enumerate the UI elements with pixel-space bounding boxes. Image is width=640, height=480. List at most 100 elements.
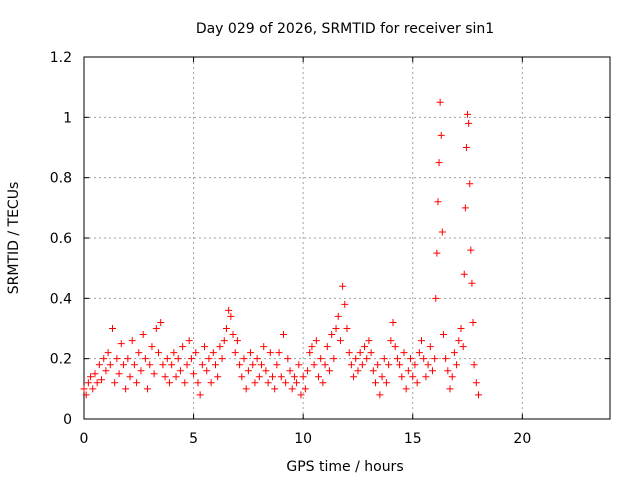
y-tick-label: 0.2 (50, 352, 72, 368)
data-point (330, 355, 338, 363)
y-tick-label: 0.6 (50, 231, 72, 247)
data-point (428, 367, 436, 375)
data-point (365, 337, 373, 345)
data-point (111, 379, 119, 387)
data-point (301, 385, 309, 393)
data-point (216, 343, 224, 351)
data-point (115, 370, 123, 378)
data-point (104, 349, 112, 357)
data-point (100, 355, 108, 363)
data-point (442, 355, 450, 363)
data-point (80, 385, 88, 393)
data-point (128, 337, 136, 345)
data-point (183, 361, 191, 369)
data-point (117, 340, 125, 348)
data-point (89, 385, 97, 393)
data-point (240, 355, 248, 363)
data-point (139, 331, 147, 339)
data-point (284, 355, 292, 363)
data-point (389, 318, 397, 326)
data-point (268, 373, 276, 381)
data-point (461, 204, 469, 212)
data-point (385, 361, 393, 369)
data-point (393, 355, 401, 363)
data-point (437, 131, 445, 139)
data-point (124, 355, 132, 363)
data-point (308, 343, 316, 351)
data-point (465, 119, 473, 127)
data-point (119, 361, 127, 369)
data-point (450, 349, 458, 357)
data-point (251, 379, 259, 387)
data-point (126, 373, 134, 381)
data-point (170, 349, 178, 357)
data-point (214, 373, 222, 381)
data-point (144, 385, 152, 393)
data-point (470, 361, 478, 369)
data-point (279, 331, 287, 339)
data-point (343, 325, 351, 332)
data-point (108, 325, 116, 332)
data-point (242, 385, 250, 393)
data-point (91, 370, 99, 378)
x-tick-label: 10 (294, 431, 312, 447)
data-point (98, 376, 106, 384)
data-point (299, 373, 307, 381)
data-point (84, 379, 92, 387)
data-point (415, 349, 423, 357)
data-point (380, 355, 388, 363)
data-point (249, 361, 257, 369)
data-point (460, 270, 468, 278)
data-point (464, 110, 472, 118)
data-point (135, 349, 143, 357)
data-point (363, 355, 371, 363)
data-point (361, 343, 369, 351)
data-point (382, 379, 390, 387)
data-point (448, 373, 456, 381)
data-point (453, 361, 461, 369)
data-point (277, 373, 285, 381)
data-point (286, 367, 294, 375)
data-point (172, 373, 180, 381)
data-point (332, 325, 340, 332)
data-point (271, 385, 279, 393)
data-point (420, 355, 428, 363)
data-point (205, 355, 213, 363)
data-point (293, 379, 301, 387)
data-point (222, 325, 230, 332)
data-point (130, 361, 138, 369)
data-point (247, 349, 255, 357)
data-point (321, 361, 329, 369)
data-point (192, 349, 200, 357)
data-point (255, 373, 263, 381)
data-point (275, 349, 283, 357)
data-point (174, 355, 182, 363)
data-point (150, 370, 158, 378)
data-point (409, 373, 417, 381)
data-point (122, 385, 130, 393)
data-point (407, 355, 415, 363)
data-point (398, 373, 406, 381)
data-point (141, 355, 149, 363)
data-point (297, 391, 305, 399)
data-point (431, 355, 439, 363)
data-point (350, 373, 358, 381)
data-point (82, 391, 90, 399)
data-point (455, 337, 463, 345)
data-point (352, 355, 360, 363)
data-point (93, 379, 101, 387)
data-point (181, 379, 189, 387)
data-point (325, 367, 333, 375)
data-point (207, 379, 215, 387)
data-point (185, 337, 193, 345)
data-point (312, 337, 320, 345)
data-point (334, 312, 342, 320)
data-point (339, 282, 347, 290)
y-tick-label: 1 (63, 110, 72, 126)
data-point (201, 343, 209, 351)
data-point (113, 355, 121, 363)
data-point (282, 379, 290, 387)
data-point (433, 249, 441, 257)
data-point (328, 331, 336, 339)
data-point (179, 343, 187, 351)
